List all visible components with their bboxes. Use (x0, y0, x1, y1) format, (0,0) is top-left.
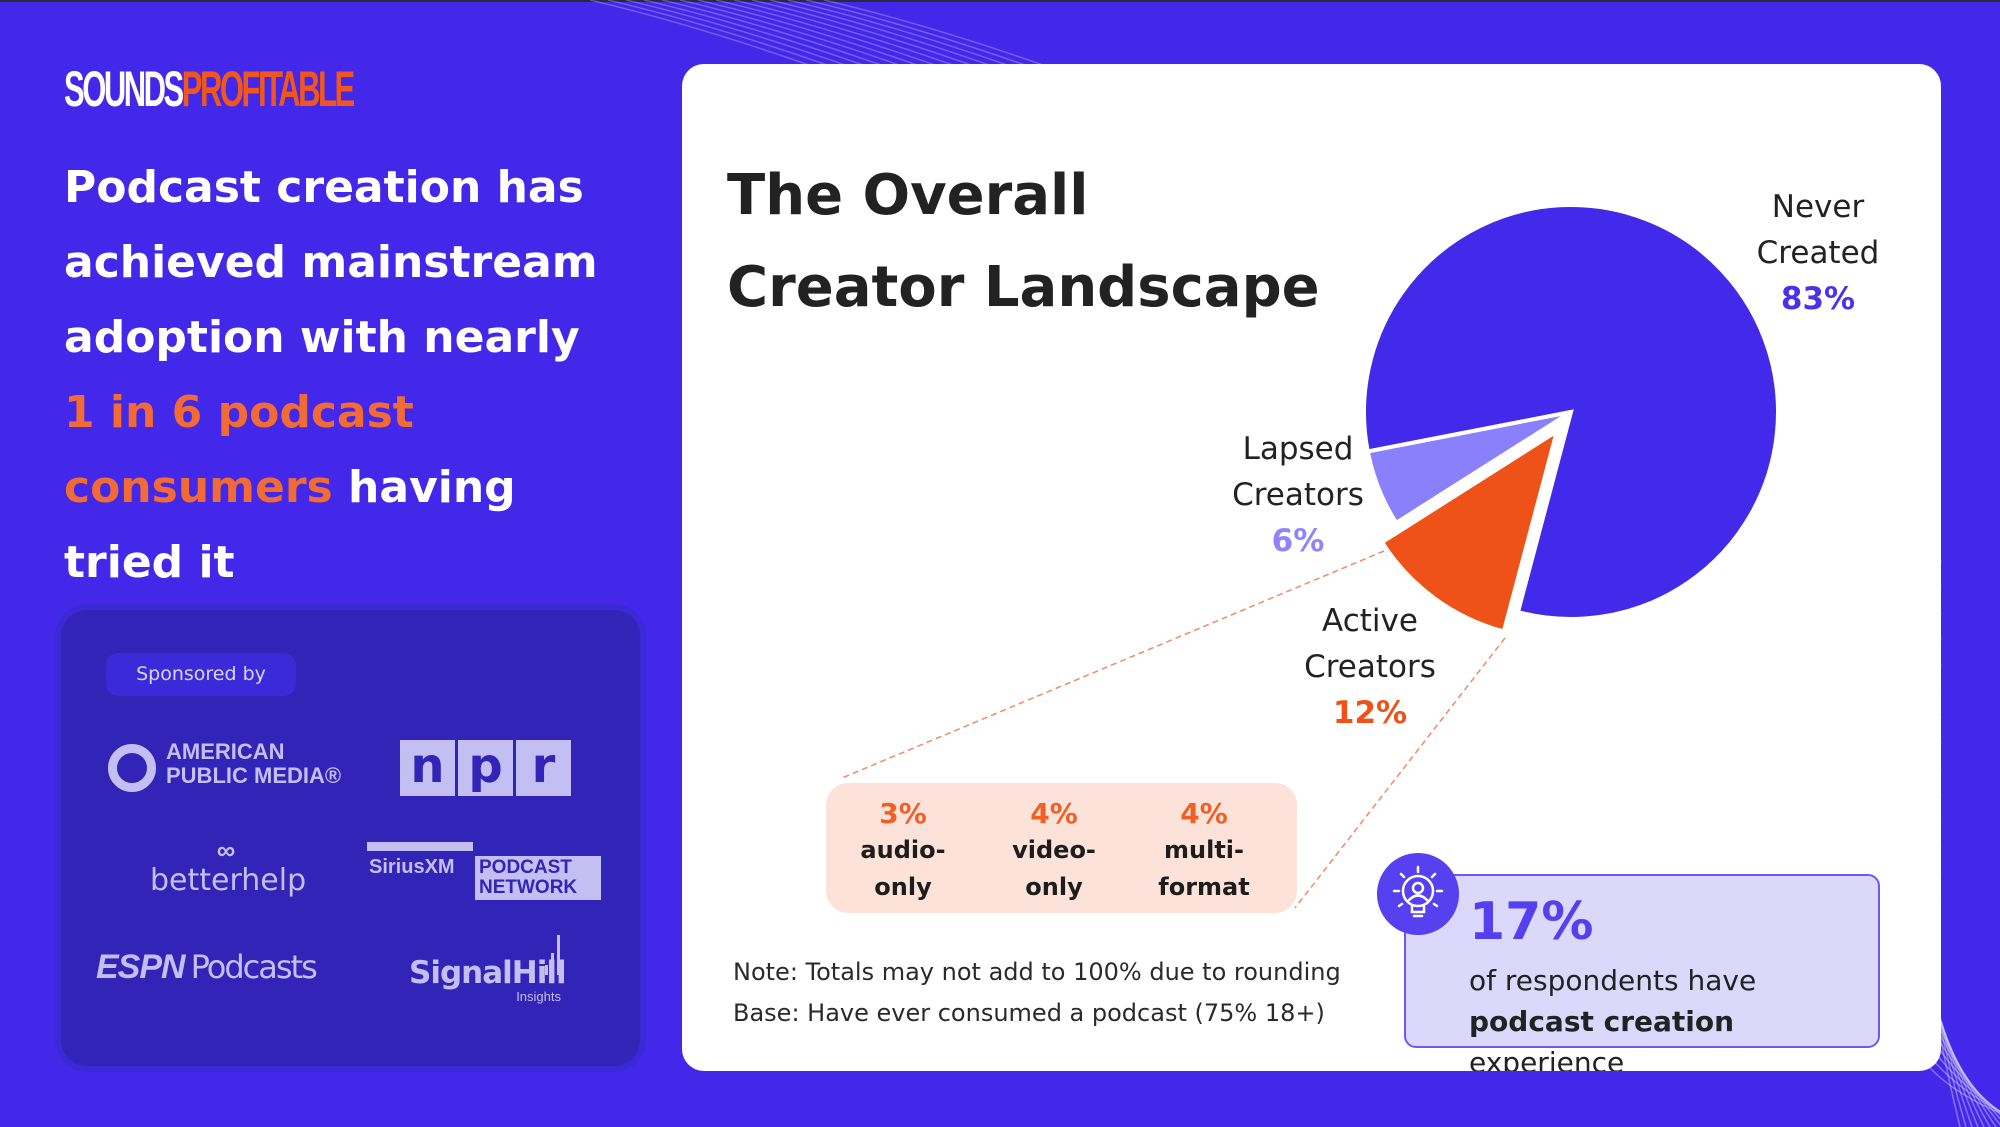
npr-n: n (400, 740, 455, 796)
label-never-line2: Created (1756, 235, 1880, 271)
sounds-profitable-logo: SOUNDSPROFITABLE (64, 60, 355, 118)
sxm-network: NETWORK (479, 877, 578, 898)
headline: Podcast creation has achieved mainstream… (64, 150, 624, 600)
callout-line1: of respondents have (1469, 964, 1757, 997)
breakdown-connector-line (1294, 637, 1506, 909)
chart-notes: Note: Totals may not add to 100% due to … (733, 952, 1341, 1034)
espn-text: ESPN (96, 948, 186, 986)
chart-card: The Overall Creator Landscape Never Create… (682, 64, 1941, 1071)
signalhill-text: SignalHill (409, 955, 567, 991)
apm-line2: PUBLIC MEDIA® (166, 763, 342, 788)
label-active-line2: Creators (1304, 649, 1436, 685)
pie-chart (841, 203, 1780, 909)
callout-rest: experience (1469, 1046, 1625, 1071)
callout-value: 17% (1469, 892, 1594, 952)
breakdown-connector-line (841, 550, 1385, 779)
espn-podcasts-text: Podcasts (190, 948, 318, 986)
pie-slice-active-creators (1379, 426, 1561, 634)
breakdown-label: multi- (1164, 836, 1244, 864)
headline-highlight: 1 in 6 podcast consumers (64, 387, 414, 513)
chart-title: The Overall Creator Landscape (727, 163, 1320, 320)
active-creators-breakdown: 3% audio-only 4% video-only 4% multi-format (826, 783, 1297, 913)
label-lapsed-line2: Creators (1232, 477, 1364, 513)
betterhelp-logo: ∞ betterhelp (150, 835, 307, 898)
callout-bold: podcast creation (1469, 1005, 1735, 1038)
label-active-creators: Active Creators 12% (1280, 598, 1460, 736)
pie-slice-lapsed-creators (1365, 410, 1573, 526)
sponsored-by-label: Sponsored by (106, 653, 296, 696)
label-active-line1: Active (1322, 603, 1418, 639)
stat-callout: 17% of respondents have podcast creation … (1404, 874, 1880, 1071)
label-lapsed-line1: Lapsed (1242, 431, 1354, 467)
note-rounding: Note: Totals may not add to 100% due to … (733, 958, 1341, 986)
label-lapsed-creators: Lapsed Creators 6% (1208, 426, 1388, 564)
npr-p: p (458, 740, 513, 796)
breakdown-value: 3% (879, 797, 927, 830)
breakdown-label: video- (1012, 836, 1096, 864)
apm-ring-icon (108, 744, 156, 792)
headline-text: Podcast creation has achieved mainstream… (64, 162, 598, 363)
breakdown-value: 4% (1180, 797, 1228, 830)
logo-profitable: PROFITABLE (181, 61, 355, 117)
breakdown-label: only (1025, 873, 1083, 901)
value-lapsed-creators: 6% (1271, 523, 1325, 559)
breakdown-label: format (1158, 873, 1250, 901)
betterhelp-leaf-icon: ∞ (216, 835, 236, 865)
lightbulb-person-icon (1377, 853, 1459, 935)
siriusxm-podcast-network-logo: SiriusXM PODCAST NETWORK (367, 842, 603, 900)
apm-line1: AMERICAN (166, 739, 285, 764)
breakdown-video-only: 4% video-only (979, 795, 1129, 906)
headline-text-end: having tried it (64, 462, 516, 588)
note-base: Base: Have ever consumed a podcast (75% … (733, 999, 1325, 1027)
sxm-podcast: PODCAST (479, 857, 572, 878)
betterhelp-text: betterhelp (150, 863, 307, 898)
breakdown-label: only (874, 873, 932, 901)
breakdown-multi-format: 4% multi-format (1129, 795, 1279, 906)
breakdown-value: 4% (1030, 797, 1078, 830)
espn-podcasts-logo: ESPN Podcasts (96, 948, 318, 987)
breakdown-label: audio- (860, 836, 946, 864)
signalhill-insights: Insights (516, 989, 561, 1004)
label-never-created: Never Created 83% (1738, 184, 1898, 322)
siriusxm-text: SiriusXM (369, 856, 455, 878)
value-active-creators: 12% (1332, 695, 1408, 731)
breakdown-audio-only: 3% audio-only (828, 795, 978, 906)
label-never-line1: Never (1771, 189, 1865, 225)
value-never-created: 83% (1780, 281, 1856, 317)
top-border (0, 0, 2000, 2)
logo-sounds: SOUNDS (64, 61, 184, 117)
signal-hill-logo: SignalHill Insights (409, 935, 569, 1004)
npr-r: r (516, 740, 571, 796)
